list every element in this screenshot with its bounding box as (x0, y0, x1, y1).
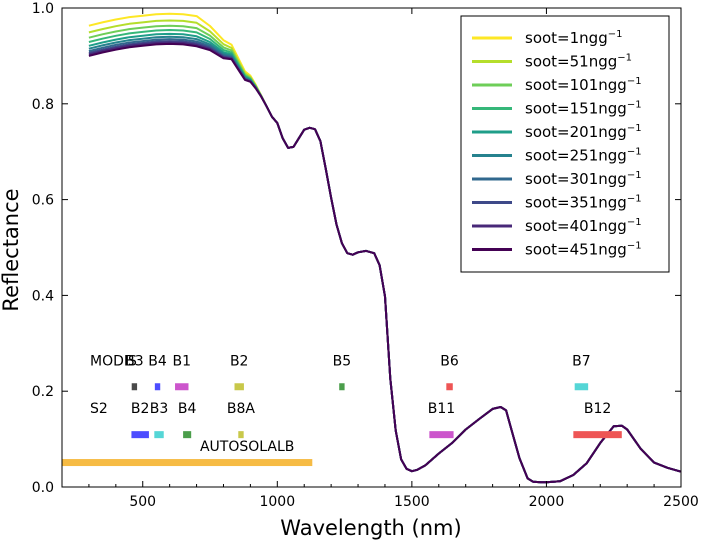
legend-label-superscript: −1 (627, 170, 642, 181)
y-tick-label: 1.0 (32, 1, 54, 17)
band-bar (234, 383, 244, 391)
band-label: B1 (173, 353, 192, 369)
legend-label: soot=1ngg−1 (525, 29, 622, 47)
band-bar (574, 383, 589, 391)
band-label: B2 (131, 401, 150, 417)
band-bar (175, 383, 189, 391)
y-axis-title: Reflectance (0, 188, 23, 311)
band-bar (573, 431, 622, 439)
band-bar (183, 431, 192, 439)
band-label: B8A (227, 401, 256, 417)
legend-label: soot=351ngg−1 (525, 194, 642, 212)
legend-label: soot=401ngg−1 (525, 217, 642, 235)
legend-label: soot=451ngg−1 (525, 241, 642, 259)
band-label: B6 (440, 353, 459, 369)
legend-frame (460, 15, 670, 273)
y-tick-label: 0.2 (32, 384, 54, 400)
series-lines (88, 12, 682, 484)
band-label: B3 (150, 401, 169, 417)
x-tick-label: 500 (129, 494, 156, 510)
band-label: B4 (148, 353, 167, 369)
legend-label-superscript: −1 (608, 29, 623, 40)
legend-label: soot=251ngg−1 (525, 147, 642, 165)
legend-label: soot=51ngg−1 (525, 53, 632, 71)
autosolalb-label: AUTOSOLALB (200, 439, 294, 455)
band-label: B12 (584, 401, 611, 417)
band-label: B2 (230, 353, 249, 369)
x-tick-label: 2500 (663, 494, 699, 510)
band-label: B3 (125, 353, 144, 369)
legend-label-superscript: −1 (627, 241, 642, 252)
y-tick-label: 0.8 (32, 97, 54, 113)
band-bar (429, 431, 454, 439)
legend-label: soot=301ngg−1 (525, 170, 642, 188)
plot-frame (61, 7, 682, 488)
x-tick-label: 2000 (529, 494, 565, 510)
x-axis-title: Wavelength (nm) (280, 516, 461, 540)
band-group-label: MODIS (90, 353, 137, 369)
legend-label-superscript: −1 (627, 123, 642, 134)
band-label: B7 (572, 353, 591, 369)
legend-label: soot=201ngg−1 (525, 123, 642, 141)
band-bar (131, 431, 149, 439)
band-bar (154, 431, 164, 439)
band-bar (154, 383, 161, 391)
legend-label-superscript: −1 (627, 147, 642, 158)
legend: soot=1ngg−1 soot=51ngg−1 soot=101ngg−1 soot… (460, 15, 670, 273)
band-label: B11 (428, 401, 455, 417)
band-label: B5 (333, 353, 352, 369)
legend-label-superscript: −1 (627, 76, 642, 87)
band-bar (339, 383, 345, 391)
band-bar (238, 431, 244, 439)
legend-label-superscript: −1 (627, 217, 642, 228)
x-tick-label: 1500 (394, 494, 430, 510)
y-tick-label: 0.4 (32, 288, 54, 304)
legend-label-superscript: −1 (627, 100, 642, 111)
band-group-label: S2 (90, 401, 108, 417)
series-line-10 (88, 42, 682, 484)
legend-label-superscript: −1 (617, 53, 632, 64)
autosolalb-bar (62, 459, 313, 467)
legend-label: soot=101ngg−1 (525, 76, 642, 94)
band-bar (446, 383, 453, 391)
axis-ticks: 500 1000 1500 2000 2500 0.0 0.2 0.4 0.6 0.8 1.0 (32, 1, 699, 510)
band-label: B4 (178, 401, 197, 417)
band-bar (131, 383, 138, 391)
legend-label-superscript: −1 (627, 194, 642, 205)
legend-label: soot=151ngg−1 (525, 100, 642, 118)
y-tick-label: 0.6 (32, 193, 54, 209)
x-tick-label: 1000 (259, 494, 295, 510)
y-tick-label: 0.0 (32, 480, 54, 496)
